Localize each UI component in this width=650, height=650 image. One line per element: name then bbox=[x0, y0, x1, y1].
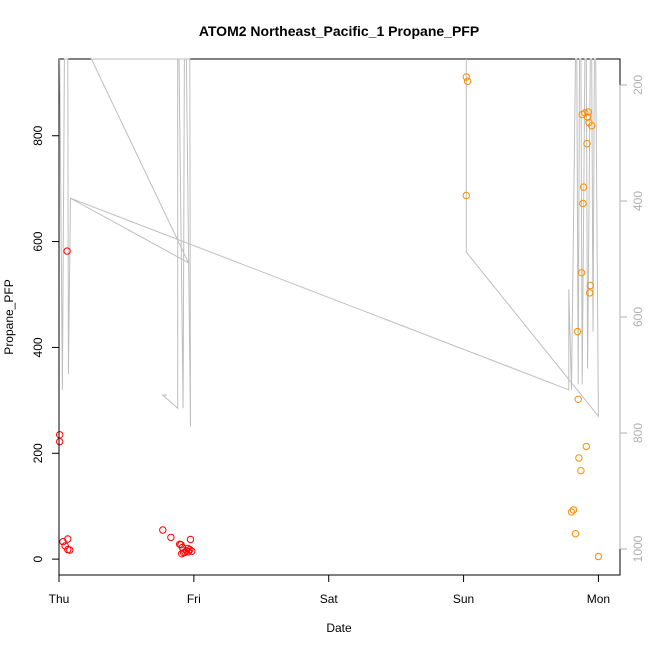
point-0-9 bbox=[167, 533, 175, 542]
point-1-16 bbox=[583, 140, 591, 148]
y-axis: 0 200 400 600 800 bbox=[31, 125, 60, 562]
point-1-23 bbox=[594, 552, 603, 561]
y2-tick-label: 1000 bbox=[631, 535, 645, 562]
y2-tick-label: 800 bbox=[631, 423, 645, 443]
point-1-8 bbox=[575, 454, 583, 462]
gray-trace-1 bbox=[70, 58, 599, 418]
x-tick-label: Sat bbox=[320, 592, 339, 606]
x-tick-label: Sun bbox=[453, 592, 474, 606]
y2-axis: 200 400 600 800 1000 bbox=[619, 75, 645, 562]
x-tick-label: Mon bbox=[587, 592, 610, 606]
y2-tick-label: 600 bbox=[631, 307, 645, 327]
y-axis-label: Propane_PFP bbox=[2, 279, 16, 354]
y-tick-label: 0 bbox=[31, 555, 45, 562]
point-1-17 bbox=[583, 113, 592, 121]
point-1-5 bbox=[571, 530, 580, 538]
point-1-9 bbox=[577, 467, 585, 475]
point-1-21 bbox=[586, 281, 594, 290]
x-tick-label: Fri bbox=[187, 592, 201, 606]
line-layer bbox=[59, 58, 599, 427]
point-0-19 bbox=[186, 545, 194, 554]
point-0-1 bbox=[56, 437, 64, 446]
point-0-20 bbox=[186, 535, 195, 544]
y2-tick-label: 200 bbox=[631, 75, 645, 95]
point-0-5 bbox=[64, 535, 72, 543]
gray-trace-0 bbox=[59, 58, 191, 427]
y-tick-label: 800 bbox=[31, 125, 45, 145]
point-1-0 bbox=[462, 73, 470, 81]
point-1-10 bbox=[577, 269, 586, 277]
point-1-15 bbox=[582, 442, 590, 451]
point-1-20 bbox=[586, 289, 594, 297]
x-axis-label: Date bbox=[326, 621, 352, 635]
point-1-12 bbox=[579, 199, 587, 208]
point-0-8 bbox=[159, 526, 167, 534]
y-tick-label: 600 bbox=[31, 231, 45, 251]
point-1-4 bbox=[569, 506, 578, 514]
chart-title: ATOM2 Northeast_Pacific_1 Propane_PFP bbox=[199, 23, 479, 39]
point-1-3 bbox=[567, 508, 576, 516]
point-1-13 bbox=[579, 183, 588, 191]
y-tick-label: 400 bbox=[31, 337, 45, 357]
point-0-0 bbox=[56, 431, 64, 439]
plot-frame bbox=[58, 58, 621, 576]
points-layer bbox=[56, 73, 603, 561]
point-0-4 bbox=[63, 247, 71, 255]
point-1-18 bbox=[584, 108, 592, 116]
point-0-18 bbox=[184, 548, 193, 556]
point-1-1 bbox=[463, 77, 472, 85]
point-0-7 bbox=[66, 546, 74, 554]
point-0-21 bbox=[188, 547, 196, 555]
point-1-22 bbox=[588, 122, 596, 130]
point-1-6 bbox=[573, 327, 582, 336]
x-axis: Thu Fri Sat Sun Mon bbox=[49, 574, 610, 606]
y2-tick-label: 400 bbox=[631, 191, 645, 211]
point-1-7 bbox=[574, 395, 582, 403]
point-1-2 bbox=[462, 191, 470, 200]
x-tick-label: Thu bbox=[49, 592, 70, 606]
y-tick-label: 200 bbox=[31, 443, 45, 463]
